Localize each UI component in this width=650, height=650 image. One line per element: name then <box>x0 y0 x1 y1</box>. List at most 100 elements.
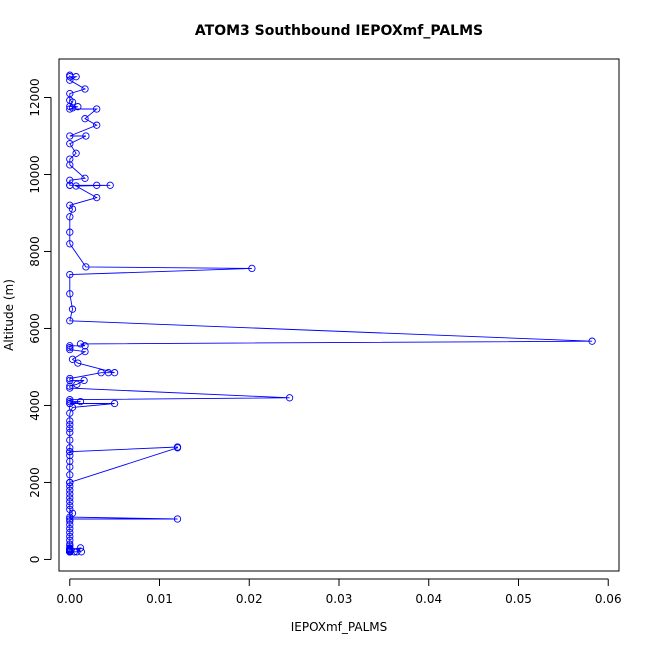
data-point <box>106 181 114 189</box>
data-point <box>73 380 81 388</box>
data-point <box>81 115 89 123</box>
data-point <box>70 548 78 556</box>
data-point <box>66 498 74 506</box>
data-point <box>80 376 88 385</box>
data-point <box>77 548 86 556</box>
data-point <box>66 436 74 444</box>
data-point <box>173 443 182 451</box>
data-point <box>66 421 74 429</box>
data-point <box>66 409 74 417</box>
data-point <box>72 149 80 157</box>
data-point <box>68 355 77 363</box>
data-point <box>81 347 89 356</box>
y-axis-label: Altitude (m) <box>2 279 16 351</box>
x-axis: 0.00 0.01 0.02 0.03 0.04 0.05 0.06 <box>56 578 622 606</box>
data-point <box>66 478 74 487</box>
data-point <box>66 444 74 452</box>
data-point <box>76 544 85 552</box>
data-point <box>66 494 74 502</box>
data-point <box>66 290 74 298</box>
data-point <box>76 340 85 348</box>
data-point <box>66 161 74 169</box>
data-point <box>66 132 74 140</box>
x-tick-label: 0.00 <box>56 592 83 606</box>
data-point <box>66 490 74 498</box>
data-point <box>66 542 74 550</box>
data-point <box>66 463 74 471</box>
data-point <box>588 337 596 345</box>
x-tick-label: 0.01 <box>146 592 173 606</box>
data-point <box>66 140 74 148</box>
data-point <box>93 181 101 189</box>
data-point <box>66 417 74 425</box>
data-point <box>66 532 74 541</box>
plot-frame <box>58 58 620 572</box>
data-point <box>66 515 74 523</box>
y-tick-label: 6000 <box>28 313 42 344</box>
data-point <box>173 515 182 523</box>
data-point <box>110 399 119 408</box>
data-point <box>66 548 74 556</box>
y-tick-label: 0 <box>28 556 42 564</box>
data-point <box>66 528 74 537</box>
data-point <box>248 264 256 273</box>
data-point <box>66 428 74 437</box>
data-point <box>66 105 74 113</box>
data-point <box>66 344 74 352</box>
x-tick-label: 0.04 <box>415 592 442 606</box>
data-point <box>66 374 74 383</box>
data-point <box>66 384 74 392</box>
data-point <box>97 369 105 377</box>
data-point <box>66 457 74 465</box>
y-tick-label: 8000 <box>28 236 42 267</box>
data-point <box>66 424 74 433</box>
data-point <box>66 482 74 490</box>
data-point <box>66 451 74 460</box>
data-point <box>93 193 101 202</box>
data-point <box>66 525 74 533</box>
series-line <box>68 75 593 553</box>
data-point <box>66 486 74 494</box>
data-point <box>66 317 74 325</box>
x-tick-label: 0.05 <box>505 592 532 606</box>
data-point <box>81 174 89 182</box>
data-point <box>66 213 74 221</box>
data-point <box>66 176 74 184</box>
data-point <box>66 396 74 404</box>
data-point <box>66 546 74 554</box>
data-point <box>66 201 74 209</box>
data-point <box>66 501 74 510</box>
data-point <box>66 270 74 279</box>
x-tick-label: 0.06 <box>595 592 622 606</box>
data-point <box>66 471 74 479</box>
x-tick-label: 0.03 <box>326 592 353 606</box>
data-point <box>82 132 90 140</box>
data-point <box>66 76 74 84</box>
data-point <box>66 376 74 385</box>
y-axis: 0 2000 4000 6000 8000 10000 12000 <box>28 78 52 564</box>
data-point <box>66 517 74 525</box>
data-point <box>66 513 74 521</box>
data-point <box>66 521 74 529</box>
data-point <box>66 448 74 456</box>
y-tick-label: 2000 <box>28 467 42 498</box>
data-point <box>66 382 74 390</box>
data-point <box>93 105 101 113</box>
y-tick-label: 4000 <box>28 390 42 421</box>
data-point <box>72 73 80 81</box>
y-tick-label: 10000 <box>28 155 42 193</box>
data-point <box>93 121 101 129</box>
data-point <box>68 403 77 412</box>
data-point <box>82 263 90 271</box>
data-point <box>68 509 77 517</box>
data-point <box>104 369 113 377</box>
data-point <box>81 85 89 93</box>
data-point <box>66 536 74 544</box>
x-axis-label: IEPOXmf_PALMS <box>291 620 388 634</box>
data-point <box>66 345 74 354</box>
data-point <box>285 394 294 402</box>
data-point <box>68 205 77 213</box>
data-point <box>72 182 80 190</box>
data-point <box>66 397 74 406</box>
chart-title: ATOM3 Southbound IEPOXmf_PALMS <box>195 23 483 39</box>
